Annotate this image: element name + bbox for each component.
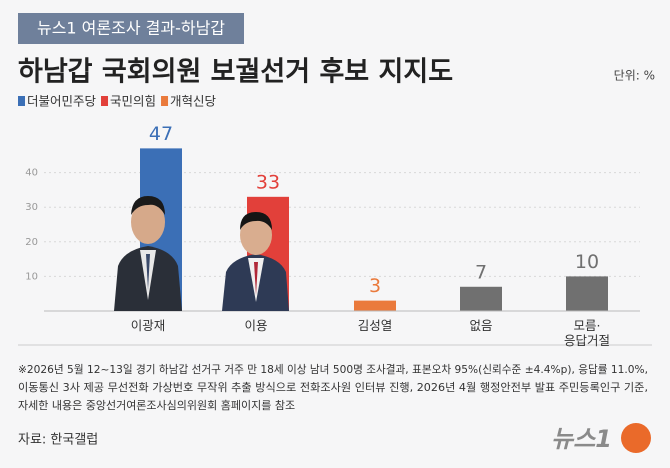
photos [114, 196, 289, 311]
value-label: 3 [369, 275, 381, 297]
value-label: 47 [149, 123, 173, 145]
footnote: 자세한 내용은 중앙선거여론조사심의위원회 홈페이지를 참조 [18, 398, 295, 412]
chart-title: 하남갑 국회의원 보궐선거 후보 지지도 [18, 57, 453, 88]
footnote: 이동통신 3사 제공 무선전화 가상번호 무작위 추출 방식으로 전화조사원 인… [18, 381, 648, 394]
value-label: 33 [256, 171, 280, 193]
x-tick-label: 이광재 [131, 318, 166, 333]
unit: 단위: % [614, 69, 655, 83]
source: 자료: 한국갤럽 [18, 433, 98, 448]
x-tick-label: 모름· 응답거절 [564, 318, 610, 348]
photo-person [222, 212, 289, 311]
y-tick-label: 20 [25, 237, 38, 248]
legend-label: 국민의힘 [110, 94, 156, 109]
y-tick-label: 30 [25, 202, 38, 213]
logo: 뉴스1 [551, 423, 651, 453]
tag: 뉴스1 여론조사 결과-하남갑 [37, 19, 225, 38]
legend-swatch [18, 96, 25, 106]
photo-person [114, 196, 182, 311]
y-tick-label: 40 [25, 168, 38, 179]
value-label: 10 [575, 251, 599, 273]
x-tick-label: 김성열 [358, 318, 393, 333]
value-label: 7 [475, 261, 487, 283]
legend-swatch [101, 96, 109, 106]
bar [566, 276, 608, 311]
x-tick-label: 이용 [244, 318, 267, 333]
legend-label: 더불어민주당 [27, 94, 97, 109]
logo-text: 뉴스1 [551, 425, 612, 453]
legend-label: 개혁신당 [170, 94, 217, 109]
y-tick-label: 10 [25, 271, 38, 282]
tag-box [18, 13, 244, 44]
bar [354, 300, 396, 311]
footnote: ※2026년 5월 12~13일 경기 하남갑 선거구 거주 만 18세 이상 … [18, 362, 648, 376]
legend-swatch [161, 96, 169, 106]
x-tick-label: 없음 [469, 318, 492, 333]
bar [460, 286, 502, 311]
logo-circle [621, 423, 651, 453]
